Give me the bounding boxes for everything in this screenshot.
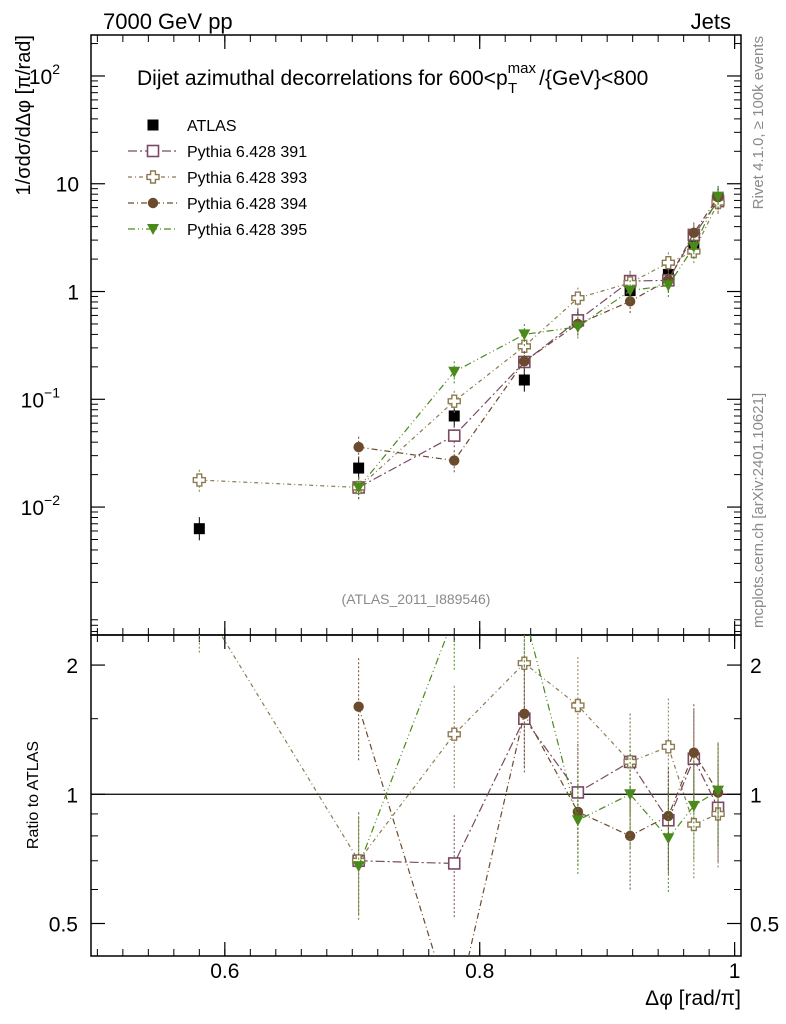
- ratio-tick-label-right-2: 0.5: [750, 913, 779, 936]
- y-tick-label-3: 10−1: [21, 384, 61, 412]
- series-line-pythia-6-428-394: [358, 196, 719, 462]
- ratio-point-pythia-6-428-395-2: [448, 611, 460, 622]
- y-tick-label-2: 1: [67, 282, 79, 305]
- ratio-tick-label-right-1: 1: [750, 784, 762, 807]
- title-post: /{GeV}<800: [539, 67, 648, 90]
- ratio-point-pythia-6-428-395-6: [662, 833, 675, 845]
- point-pythia-6-428-393-2: [447, 394, 461, 408]
- ratio-point-pythia-6-428-393-6: [661, 740, 676, 754]
- plot-title: Dijet azimuthal decorrelations for 600<p…: [137, 60, 648, 97]
- legend-label-pythia-6-428-394: Pythia 6.428 394: [187, 196, 307, 213]
- ratio-frame: [90, 634, 742, 957]
- title-sup: max: [508, 60, 537, 77]
- x-tick-label-0: 0.6: [210, 960, 239, 983]
- analysis-id: (ATLAS_2011_I889546): [342, 591, 491, 607]
- ratio-point-pythia-6-428-393-4: [571, 698, 585, 713]
- series-line-pythia-6-428-391: [358, 200, 719, 488]
- point-pythia-6-428-394-1: [353, 441, 364, 453]
- ratio-point-pythia-6-428-395-4: [571, 815, 584, 827]
- point-pythia-6-428-393-4: [571, 291, 585, 305]
- point-pythia-6-428-391-2: [447, 429, 461, 442]
- point-pythia-6-428-393-0: [192, 473, 207, 487]
- legend: ATLAS Pythia 6.428 391 Pythia 6.428 393 Pyt…: [128, 118, 307, 239]
- legend-marker-pythia-6-428-391: [146, 144, 160, 158]
- legend-label-pythia-6-428-391: Pythia 6.428 391: [187, 144, 307, 161]
- ratio-series: [193, 593, 725, 1024]
- series-line-pythia-6-428-395: [358, 196, 719, 488]
- point-pythia-6-428-393-3: [517, 339, 532, 354]
- ratio-point-pythia-6-428-394-7: [688, 747, 700, 758]
- x-tick-label-1: 0.8: [465, 960, 494, 983]
- legend-label-atlas: ATLAS: [187, 118, 237, 135]
- ratio-point-pythia-6-428-393-2: [447, 727, 461, 741]
- ratio-tick-label-left-2: 0.5: [49, 913, 78, 936]
- ratio-point-pythia-6-428-394-2: [449, 1014, 459, 1024]
- ratio-point-pythia-6-428-393-5: [623, 755, 637, 769]
- ratio-point-pythia-6-428-394-3: [519, 708, 530, 719]
- point-pythia-6-428-394-3: [519, 356, 530, 367]
- title-sub: T: [508, 80, 517, 97]
- rivet-label: Rivet 4.1.0, ≥ 100k events: [750, 36, 767, 209]
- legend-marker-pythia-6-428-394: [147, 197, 159, 209]
- ratio-tick-label-left-1: 1: [66, 784, 78, 807]
- point-pythia-6-428-395-1: [352, 482, 365, 494]
- point-atlas-0: [193, 523, 205, 535]
- ratio-line-pythia-6-428-391: [358, 717, 719, 865]
- point-pythia-6-428-395-4: [571, 321, 584, 333]
- x-tick-label-2: 1: [729, 960, 741, 983]
- title-pre: Dijet azimuthal decorrelations for 600<p: [137, 67, 508, 90]
- header-left: 7000 GeV pp: [103, 9, 233, 34]
- ratio-point-pythia-6-428-393-3: [517, 656, 532, 670]
- point-atlas-1: [353, 462, 365, 474]
- mcplots-label: mcplots.cern.ch [arXiv:2401.10621]: [750, 393, 767, 628]
- ratio-point-pythia-6-428-395-8: [712, 785, 725, 797]
- point-atlas-3: [518, 374, 530, 386]
- point-pythia-6-428-395-6: [662, 280, 675, 292]
- ratio-point-pythia-6-428-394-1: [353, 701, 364, 712]
- ratio-tick-label-right-0: 2: [750, 655, 762, 678]
- x-axis-label: Δφ [rad/π]: [645, 987, 741, 1010]
- series-line-pythia-6-428-393: [199, 202, 719, 489]
- legend-label-pythia-6-428-393: Pythia 6.428 393: [187, 170, 307, 187]
- y-tick-label-4: 10−2: [21, 492, 61, 520]
- point-pythia-6-428-395-2: [448, 366, 461, 378]
- ratio-point-pythia-6-428-395-5: [624, 789, 637, 801]
- point-pythia-6-428-394-7: [688, 227, 700, 239]
- legend-label-pythia-6-428-395: Pythia 6.428 395: [187, 222, 307, 239]
- point-atlas-2: [448, 410, 460, 422]
- ratio-tick-label-left-0: 2: [66, 655, 78, 678]
- main-series: [192, 185, 725, 541]
- ratio-point-pythia-6-428-391-2: [447, 857, 461, 870]
- point-pythia-6-428-394-2: [449, 455, 460, 466]
- ratio-point-pythia-6-428-394-6: [663, 810, 674, 822]
- ratio-point-pythia-6-428-395-3: [518, 608, 530, 619]
- point-pythia-6-428-393-6: [661, 256, 676, 270]
- legend-marker-pythia-6-428-395: [147, 224, 159, 235]
- axis-ticks: 0.6 0.8 1 102 10 1 10−1 10−2 2 2 1 1 0.5 0.5: [21, 35, 779, 983]
- ratio-line-pythia-6-428-395: [358, 635, 719, 867]
- ratio-point-pythia-6-428-395-1: [352, 861, 365, 873]
- point-pythia-6-428-395-8: [712, 191, 725, 203]
- ratio-point-pythia-6-428-395-7: [687, 800, 700, 812]
- point-pythia-6-428-395-5: [624, 285, 637, 297]
- y-axis-label: 1/σdσ/dΔφ [π/rad]: [13, 35, 35, 195]
- ratio-point-pythia-6-428-393-0: [193, 593, 205, 605]
- y-tick-label-1: 10: [56, 174, 79, 197]
- legend-marker-pythia-6-428-393: [146, 170, 160, 184]
- header-right: Jets: [691, 9, 731, 34]
- ratio-point-pythia-6-428-393-7: [687, 817, 701, 832]
- y-tick-label-0: 102: [29, 61, 60, 89]
- point-pythia-6-428-395-7: [687, 241, 700, 253]
- legend-marker-atlas: [147, 119, 159, 131]
- ratio-line-pythia-6-428-393: [220, 635, 719, 862]
- point-pythia-6-428-395-3: [518, 329, 531, 341]
- ratio-y-axis-label: Ratio to ATLAS: [25, 741, 42, 849]
